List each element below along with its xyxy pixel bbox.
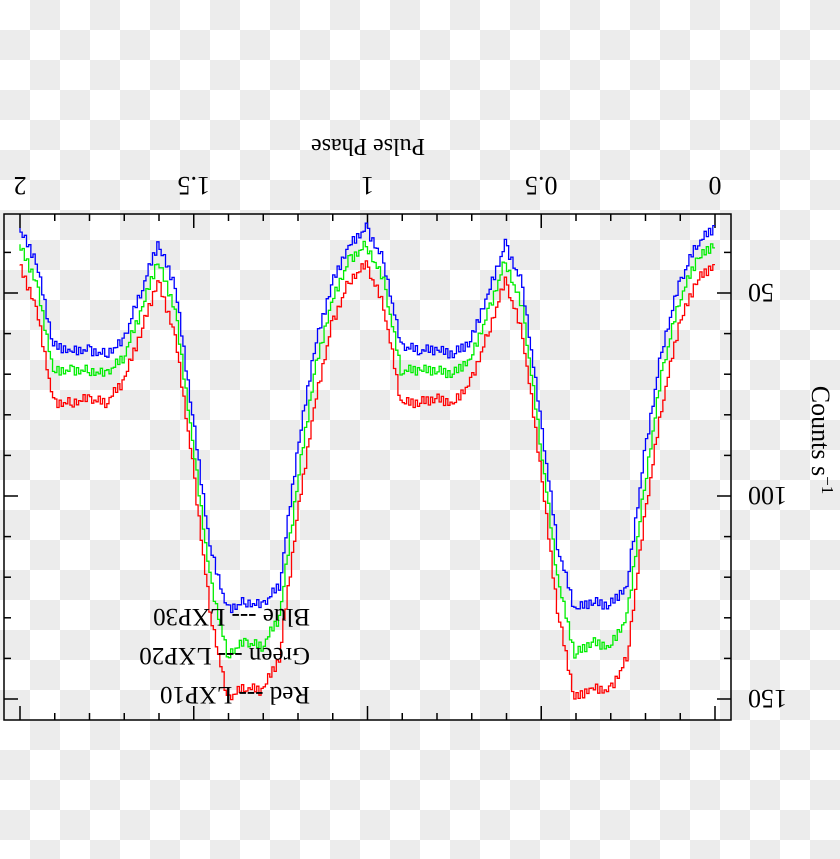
axis-ticks bbox=[4, 214, 731, 720]
plot-frame bbox=[3, 213, 732, 721]
x-tick-labels: 0 0.5 1 1.5 2 bbox=[14, 171, 722, 200]
series-line-lxp30 bbox=[19, 222, 715, 614]
x-tick-label: 2 bbox=[14, 171, 27, 200]
y-tick-label: 100 bbox=[748, 481, 787, 510]
legend-entry: Green --- LXP20 bbox=[139, 642, 310, 669]
y-tick-label: 150 bbox=[748, 684, 787, 713]
series-line-lxp10 bbox=[19, 260, 715, 701]
legend: Red --- LXP10 Green --- LXP20 Blue --- LXP… bbox=[139, 603, 310, 708]
y-axis-title-main: Counts s bbox=[806, 386, 835, 476]
x-tick-label: 1.5 bbox=[178, 171, 211, 200]
y-axis-title: Counts s−1 bbox=[806, 386, 837, 494]
legend-entry: Red --- LXP10 bbox=[160, 681, 310, 708]
legend-entry: Blue --- LXP30 bbox=[153, 603, 310, 630]
data-series bbox=[19, 222, 715, 701]
x-tick-label: 1 bbox=[361, 171, 374, 200]
series-line-lxp20 bbox=[19, 240, 715, 659]
y-axis-title-superscript: −1 bbox=[818, 476, 837, 494]
x-axis-title: Pulse Phase bbox=[311, 133, 425, 159]
y-tick-labels: 50 100 150 bbox=[748, 278, 787, 713]
x-tick-label: 0.5 bbox=[525, 171, 558, 200]
x-tick-label: 0 bbox=[709, 171, 722, 200]
y-tick-label: 50 bbox=[748, 278, 774, 307]
